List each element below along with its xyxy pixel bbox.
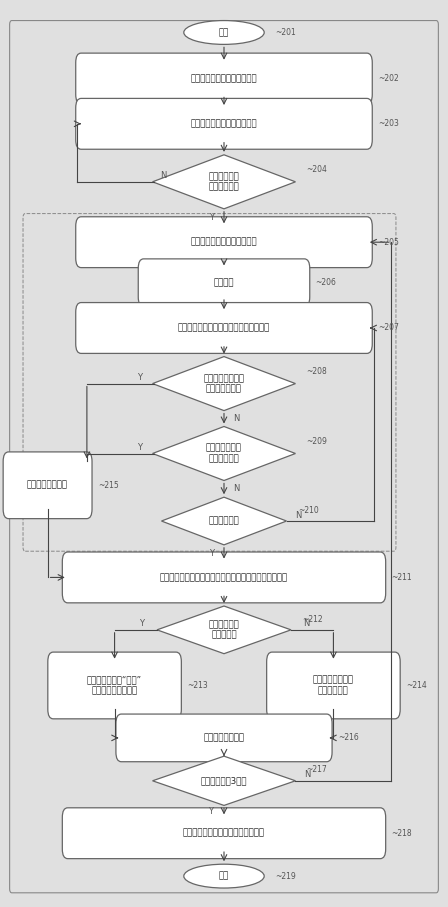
Text: ~219: ~219 — [276, 872, 296, 881]
Text: ~210: ~210 — [297, 506, 319, 515]
Text: N: N — [233, 414, 240, 423]
Text: ~211: ~211 — [392, 573, 412, 582]
Text: ~208: ~208 — [306, 367, 327, 376]
Text: ~203: ~203 — [378, 120, 399, 128]
FancyBboxPatch shape — [62, 552, 386, 603]
Text: 判定触摸屏出现“鬼指”
故障，输出判定结果: 判定触摸屏出现“鬼指” 故障，输出判定结果 — [87, 676, 142, 695]
FancyBboxPatch shape — [138, 258, 310, 307]
Polygon shape — [152, 155, 296, 209]
FancyBboxPatch shape — [76, 54, 372, 104]
Text: Y: Y — [137, 443, 142, 452]
Text: 存在位于触摸区域
之外的触摸点？: 存在位于触摸区域 之外的触摸点？ — [203, 374, 245, 394]
Text: 结束: 结束 — [219, 872, 229, 881]
Ellipse shape — [184, 21, 264, 44]
Text: N: N — [304, 770, 311, 779]
Text: ~205: ~205 — [378, 238, 399, 247]
Text: Y: Y — [208, 807, 213, 816]
Polygon shape — [152, 756, 296, 805]
FancyBboxPatch shape — [76, 98, 372, 150]
Text: 检测触摸屏上实际按住的触摸区域个数，与设定个数比较: 检测触摸屏上实际按住的触摸区域个数，与设定个数比较 — [160, 573, 288, 582]
Text: ~213: ~213 — [187, 681, 208, 690]
Text: ~216: ~216 — [338, 734, 359, 743]
Polygon shape — [152, 426, 296, 481]
Text: N: N — [160, 171, 167, 180]
FancyBboxPatch shape — [62, 808, 386, 859]
Text: ~209: ~209 — [306, 437, 327, 446]
Text: 开始计时: 开始计时 — [214, 278, 234, 288]
Polygon shape — [161, 497, 287, 545]
Text: ~215: ~215 — [98, 481, 119, 490]
Text: 正确按住所有
的触摸区域？: 正确按住所有 的触摸区域？ — [209, 172, 239, 191]
Text: 计时时间到？: 计时时间到？ — [209, 516, 239, 525]
Polygon shape — [152, 356, 296, 411]
Text: 实际个数大于
设定个数？: 实际个数大于 设定个数？ — [209, 620, 239, 639]
Text: Y: Y — [209, 549, 214, 558]
Text: Y: Y — [139, 619, 144, 628]
Text: ~204: ~204 — [306, 165, 327, 174]
Text: ~214: ~214 — [406, 681, 427, 690]
FancyBboxPatch shape — [76, 303, 372, 354]
FancyBboxPatch shape — [3, 452, 92, 519]
Text: 开始: 开始 — [219, 28, 229, 37]
Text: ~206: ~206 — [315, 278, 336, 288]
Text: N: N — [296, 511, 302, 520]
FancyBboxPatch shape — [267, 652, 400, 719]
Text: Y: Y — [137, 373, 142, 382]
Text: 在触摸屏上显示多个触摸区域: 在触摸屏上显示多个触摸区域 — [191, 74, 257, 83]
Text: 判定触摸屏正常，
输出判定结果: 判定触摸屏正常， 输出判定结果 — [313, 676, 354, 695]
Text: Y: Y — [209, 213, 214, 222]
Text: 退出该次测试过程: 退出该次测试过程 — [203, 734, 245, 743]
FancyBboxPatch shape — [48, 652, 181, 719]
Text: ~217: ~217 — [306, 766, 327, 775]
Text: ~207: ~207 — [378, 324, 399, 333]
FancyBboxPatch shape — [76, 217, 372, 268]
Text: ~212: ~212 — [302, 615, 323, 624]
Polygon shape — [157, 606, 291, 654]
Text: ~218: ~218 — [392, 829, 412, 838]
Ellipse shape — [184, 864, 264, 888]
Text: 实时检测按住的触摸区域处的触摸点坐标: 实时检测按住的触摸区域处的触摸点坐标 — [178, 324, 270, 333]
Text: 判定测试操作错误: 判定测试操作错误 — [27, 481, 68, 490]
Text: ~202: ~202 — [378, 74, 399, 83]
Text: 退出次数达到3次？: 退出次数达到3次？ — [201, 776, 247, 785]
Text: 按住触摸屏上的全部触摸区域: 按住触摸屏上的全部触摸区域 — [191, 120, 257, 128]
Text: ~201: ~201 — [276, 28, 296, 37]
Text: N: N — [233, 484, 240, 493]
Text: N: N — [303, 619, 310, 628]
Text: 按住的触摸区域
的颜色变化？: 按住的触摸区域 的颜色变化？ — [206, 444, 242, 463]
Text: 判定触摸屏出现故障，输出判定结果: 判定触摸屏出现故障，输出判定结果 — [183, 829, 265, 838]
Text: 使触摸区域个数作为设定个数: 使触摸区域个数作为设定个数 — [191, 238, 257, 247]
FancyBboxPatch shape — [116, 714, 332, 762]
